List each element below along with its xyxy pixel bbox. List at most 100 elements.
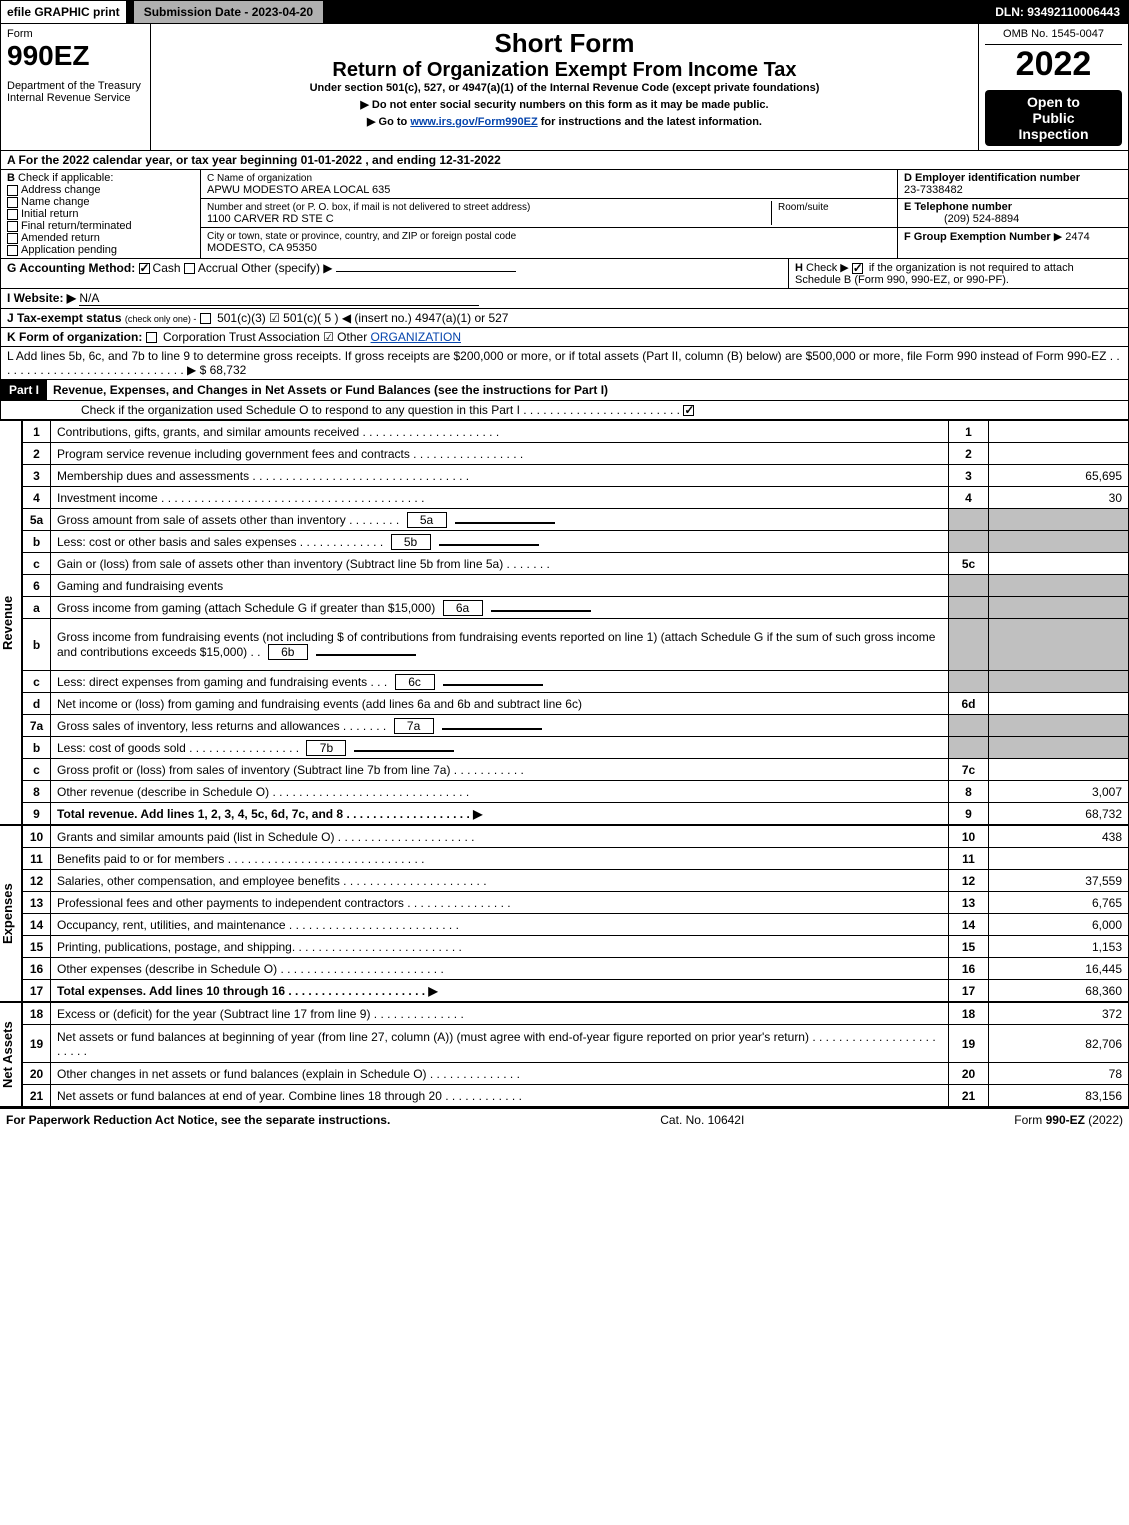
table-row: 18Excess or (deficit) for the year (Subt… <box>23 1003 1129 1025</box>
chk-cash[interactable] <box>139 263 150 274</box>
table-row: cLess: direct expenses from gaming and f… <box>23 671 1129 693</box>
l6a-box: 6a <box>443 600 483 616</box>
line-l-text: L Add lines 5b, 6c, and 7b to line 9 to … <box>7 349 1120 377</box>
chk-application-pending[interactable] <box>7 245 18 256</box>
form-org-other: ORGANIZATION <box>371 330 461 344</box>
table-row: 7aGross sales of inventory, less returns… <box>23 715 1129 737</box>
form-org-opts: Corporation Trust Association ☑ Other <box>163 330 367 344</box>
part1-check-text: Check if the organization used Schedule … <box>81 403 680 417</box>
bullet-goto: ▶ Go to www.irs.gov/Form990EZ for instru… <box>157 115 972 128</box>
l6b-box: 6b <box>268 644 308 660</box>
chk-corp[interactable] <box>146 332 157 343</box>
efile-print-label[interactable]: efile GRAPHIC print <box>1 1 126 23</box>
part1-label: Part I <box>1 380 47 400</box>
revenue-table: 1Contributions, gifts, grants, and simil… <box>22 420 1129 825</box>
ein-label: D Employer identification number <box>904 172 1080 184</box>
table-row: 20Other changes in net assets or fund ba… <box>23 1063 1129 1085</box>
expenses-table: 10Grants and similar amounts paid (list … <box>22 825 1129 1002</box>
table-row: 12Salaries, other compensation, and empl… <box>23 870 1129 892</box>
box-c: C Name of organization APWU MODESTO AREA… <box>201 170 898 258</box>
tax-exempt-sub: (check only one) - <box>125 314 197 324</box>
l5b-val[interactable] <box>439 544 539 546</box>
goto-pre: ▶ Go to <box>367 116 410 128</box>
l6c-box: 6c <box>395 674 435 690</box>
table-row: bGross income from fundraising events (n… <box>23 619 1129 671</box>
l9-desc: Total revenue. Add lines 1, 2, 3, 4, 5c,… <box>57 807 482 821</box>
line-l-amount: $ 68,732 <box>200 363 247 377</box>
table-row: 15Printing, publications, postage, and s… <box>23 936 1129 958</box>
table-row: 17Total expenses. Add lines 10 through 1… <box>23 980 1129 1002</box>
chk-final-return[interactable] <box>7 221 18 232</box>
other-specify-input[interactable] <box>336 271 516 272</box>
l6b-val[interactable] <box>316 654 416 656</box>
l6c-val[interactable] <box>443 684 543 686</box>
city-label: City or town, state or province, country… <box>207 231 516 242</box>
l7b-val[interactable] <box>354 750 454 752</box>
table-row: 19Net assets or fund balances at beginni… <box>23 1025 1129 1063</box>
open-line2: Public <box>991 110 1116 126</box>
h-label: H <box>795 262 803 274</box>
table-row: cGain or (loss) from sale of assets othe… <box>23 553 1129 575</box>
org-street: 1100 CARVER RD STE C <box>207 213 334 225</box>
l6a-val[interactable] <box>491 610 591 612</box>
footer-right-form: 990-EZ <box>1046 1113 1085 1127</box>
revenue-side-label: Revenue <box>0 420 22 825</box>
footer-right-pre: Form <box>1014 1113 1045 1127</box>
open-inspection-box: Open to Public Inspection <box>985 90 1122 146</box>
submission-date: Submission Date - 2023-04-20 <box>132 1 325 23</box>
form-subtitle: Return of Organization Exempt From Incom… <box>157 59 972 82</box>
opt-accrual: Accrual <box>198 261 238 275</box>
l5a-desc: Gross amount from sale of assets other t… <box>57 513 399 527</box>
chk-accrual[interactable] <box>184 263 195 274</box>
h-check-text: Check ▶ <box>806 262 849 274</box>
org-name: APWU MODESTO AREA LOCAL 635 <box>207 184 390 196</box>
dln-number: DLN: 93492110006443 <box>995 5 1128 19</box>
opt-application-pending: Application pending <box>21 244 117 256</box>
opt-other: Other (specify) ▶ <box>241 261 332 275</box>
expenses-side-label: Expenses <box>0 825 22 1002</box>
table-row: 9Total revenue. Add lines 1, 2, 3, 4, 5c… <box>23 803 1129 825</box>
box-b-label: Check if applicable: <box>18 172 113 184</box>
header-right: OMB No. 1545-0047 2022 Open to Public In… <box>978 24 1128 150</box>
l7b-box: 7b <box>306 740 346 756</box>
l7b-desc: Less: cost of goods sold . . . . . . . .… <box>57 741 299 755</box>
chk-initial-return[interactable] <box>7 209 18 220</box>
l6c-desc: Less: direct expenses from gaming and fu… <box>57 675 387 689</box>
irs-link[interactable]: www.irs.gov/Form990EZ <box>410 116 537 128</box>
l7a-val[interactable] <box>442 728 542 730</box>
footer-mid: Cat. No. 10642I <box>660 1113 744 1127</box>
opt-final-return: Final return/terminated <box>21 220 132 232</box>
row-gh: G Accounting Method: Cash Accrual Other … <box>0 259 1129 289</box>
chk-amended-return[interactable] <box>7 233 18 244</box>
line-l: L Add lines 5b, 6c, and 7b to line 9 to … <box>0 347 1129 380</box>
table-row: bLess: cost of goods sold . . . . . . . … <box>23 737 1129 759</box>
group-value: ▶ 2474 <box>1054 231 1090 243</box>
l7a-desc: Gross sales of inventory, less returns a… <box>57 719 386 733</box>
chk-schedule-o[interactable] <box>683 405 694 416</box>
l5a-val[interactable] <box>455 522 555 524</box>
netassets-section: Net Assets 18Excess or (deficit) for the… <box>0 1002 1129 1107</box>
chk-name-change[interactable] <box>7 197 18 208</box>
opt-name-change: Name change <box>21 196 90 208</box>
chk-address-change[interactable] <box>7 185 18 196</box>
chk-schedule-b[interactable] <box>852 263 863 274</box>
omb-number: OMB No. 1545-0047 <box>985 28 1122 45</box>
part1-header-row: Part I Revenue, Expenses, and Changes in… <box>0 380 1129 401</box>
table-row: 3Membership dues and assessments . . . .… <box>23 465 1129 487</box>
table-row: bLess: cost or other basis and sales exp… <box>23 531 1129 553</box>
part1-title: Revenue, Expenses, and Changes in Net As… <box>47 381 1128 399</box>
dept-treasury: Department of the Treasury Internal Reve… <box>7 80 144 104</box>
website-label: I Website: ▶ <box>7 291 76 305</box>
tax-year: 2022 <box>985 45 1122 84</box>
part1-check-row: Check if the organization used Schedule … <box>0 401 1129 420</box>
tax-exempt-opts: 501(c)(3) ☑ 501(c)( 5 ) ◀ (insert no.) 4… <box>217 311 508 325</box>
netassets-side-label: Net Assets <box>0 1002 22 1107</box>
table-row: 10Grants and similar amounts paid (list … <box>23 826 1129 848</box>
form-title: Short Form <box>157 28 972 59</box>
open-line1: Open to <box>991 94 1116 110</box>
expenses-section: Expenses 10Grants and similar amounts pa… <box>0 825 1129 1002</box>
page-footer: For Paperwork Reduction Act Notice, see … <box>0 1107 1129 1131</box>
tax-exempt-label: J Tax-exempt status <box>7 311 122 325</box>
street-label: Number and street (or P. O. box, if mail… <box>207 202 530 213</box>
chk-501c3[interactable] <box>200 313 211 324</box>
